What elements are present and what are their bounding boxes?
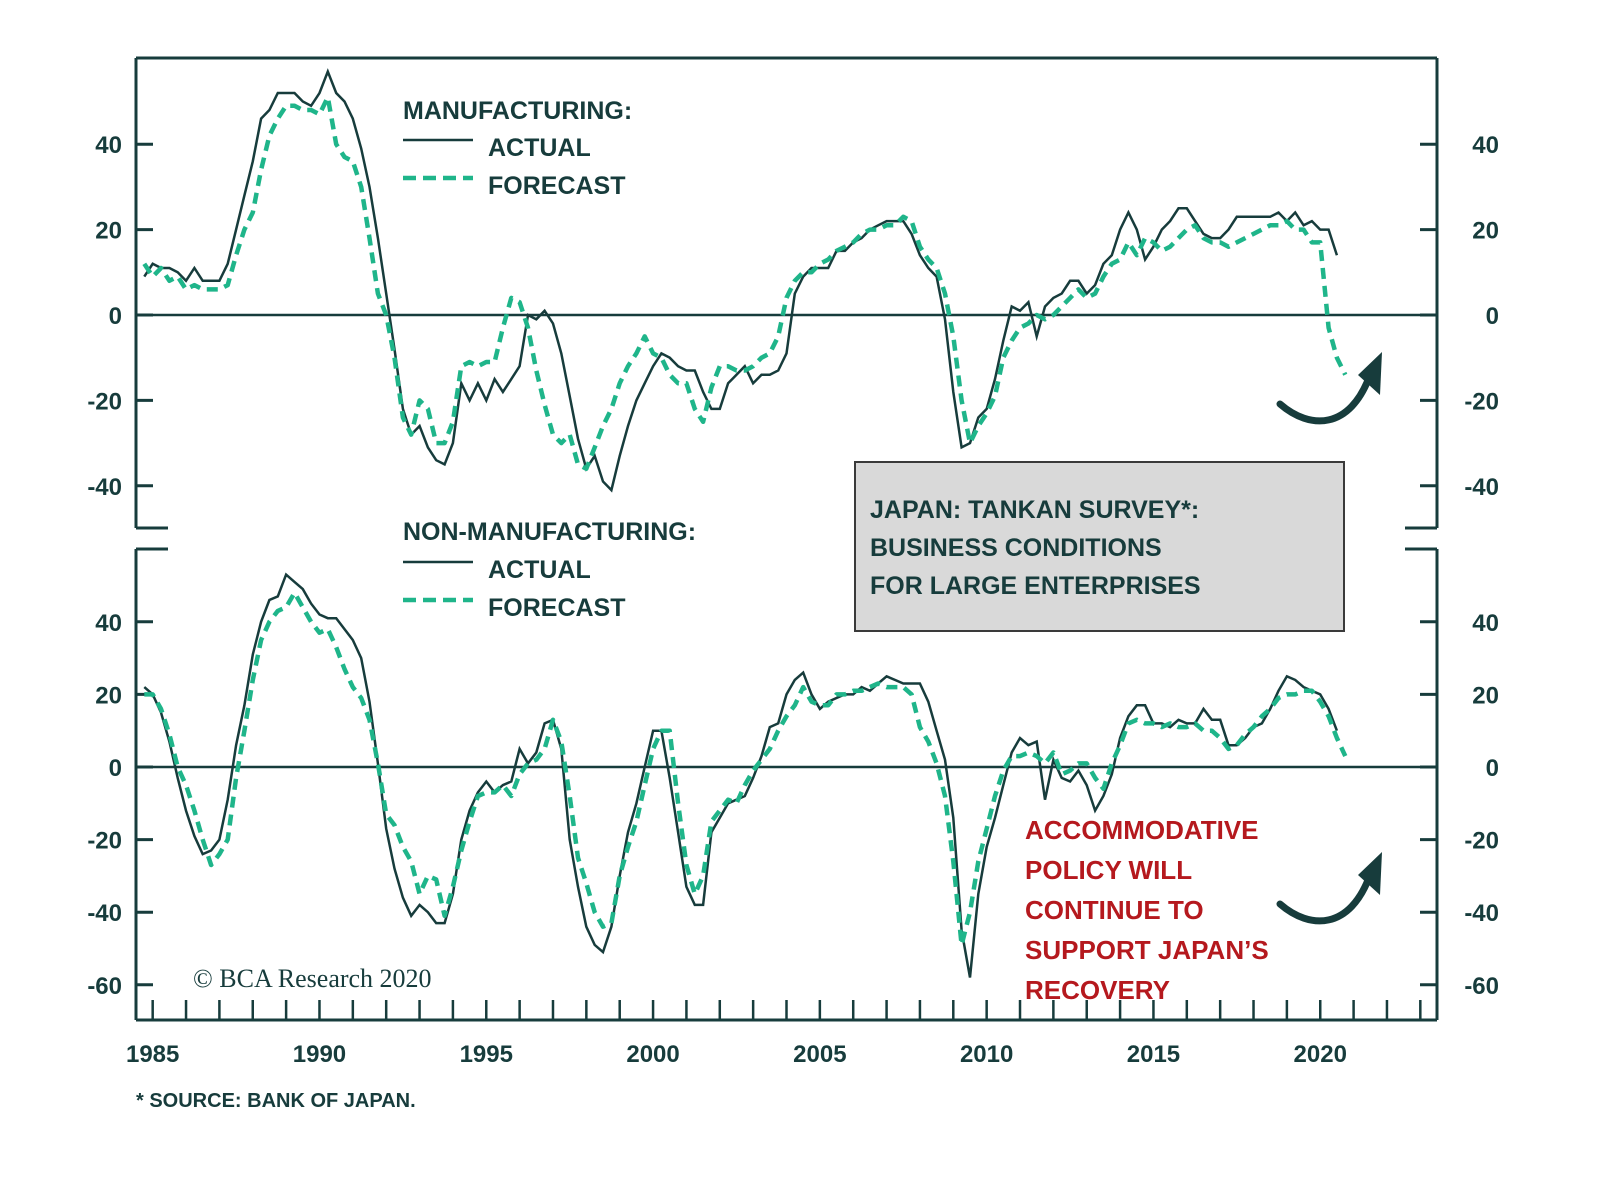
y-tick-label-right: 20 — [1472, 218, 1499, 245]
annotation-line-1: ACCOMMODATIVE — [1025, 815, 1259, 845]
recovery-arrow-top — [1276, 352, 1382, 425]
y-tick-label-left: 20 — [95, 682, 122, 709]
series-layer — [142, 68, 1348, 978]
source-note: * SOURCE: BANK OF JAPAN. — [136, 1090, 416, 1112]
x-tick-label: 2000 — [626, 1041, 679, 1068]
y-tick-label-left: -60 — [87, 973, 122, 1000]
x-tick-label: 1995 — [460, 1041, 513, 1068]
y-tick-label-left: -20 — [87, 828, 122, 855]
legend-title-manufacturing: MANUFACTURING: — [403, 97, 632, 125]
annotation-line-3: CONTINUE TO — [1025, 895, 1204, 925]
legend-label-forecast: FORECAST — [488, 172, 626, 200]
y-tick-label-right: -40 — [1464, 474, 1499, 501]
y-tick-label-left: -20 — [87, 388, 122, 415]
y-tick-label-right: -20 — [1464, 828, 1499, 855]
chart-title-line-1: JAPAN: TANKAN SURVEY*: — [870, 496, 1199, 524]
x-tick-label: 2005 — [793, 1041, 846, 1068]
policy-annotation: ACCOMMODATIVE POLICY WILL CONTINUE TO SU… — [1025, 815, 1269, 1005]
curved-arrow-icon — [1276, 871, 1374, 925]
curved-arrow-icon — [1276, 371, 1374, 425]
chart-title-line-3: FOR LARGE ENTERPRISES — [870, 572, 1201, 600]
x-tick-label: 1990 — [293, 1041, 346, 1068]
annotation-line-4: SUPPORT JAPAN’S — [1025, 935, 1269, 965]
y-tick-label-left: 40 — [95, 132, 122, 159]
x-tick-label: 1985 — [126, 1041, 179, 1068]
legend-label-forecast: FORECAST — [488, 594, 626, 622]
chart-title-line-2: BUSINESS CONDITIONS — [870, 534, 1162, 562]
title-box-background — [854, 461, 1345, 632]
y-tick-label-right: 20 — [1472, 682, 1499, 709]
x-tick-label: 2020 — [1294, 1041, 1347, 1068]
y-tick-label-right: -20 — [1464, 388, 1499, 415]
y-tick-label-right: -40 — [1464, 900, 1499, 927]
x-axis-ticks: 1985 1990 1995 2000 2005 2010 2015 2020 — [126, 1000, 1422, 1068]
copyright-text: © BCA Research 2020 — [193, 964, 432, 993]
title-box: JAPAN: TANKAN SURVEY*: BUSINESS CONDITIO… — [854, 461, 1345, 632]
y-tick-label-right: -60 — [1464, 973, 1499, 1000]
legend-label-actual: ACTUAL — [488, 134, 591, 162]
y-tick-label-right: 40 — [1472, 610, 1499, 637]
legend-title-non-manufacturing: NON-MANUFACTURING: — [403, 518, 696, 546]
y-tick-label-left: 40 — [95, 610, 122, 637]
legend-non-manufacturing: NON-MANUFACTURING: ACTUAL FORECAST — [403, 518, 696, 622]
zero-lines — [136, 313, 1437, 769]
manufacturing-forecast-line — [142, 94, 1348, 471]
annotation-line-2: POLICY WILL — [1025, 855, 1192, 885]
y-tick-label-right: 0 — [1486, 303, 1499, 330]
y-tick-label-right: 0 — [1486, 755, 1499, 782]
x-tick-label: 2010 — [960, 1041, 1013, 1068]
non-manufacturing-forecast-line — [144, 590, 1348, 948]
recovery-arrow-bottom — [1276, 852, 1382, 925]
manufacturing-actual-line — [143, 68, 1339, 493]
y-axis-ticks: -40 -40 -20 -20 0 0 20 20 40 40 -60 -60 -40 -40 -20 -20… — [87, 132, 1499, 1000]
arrowhead-icon — [1358, 852, 1382, 895]
y-tick-label-left: -40 — [87, 474, 122, 501]
legend-label-actual: ACTUAL — [488, 556, 591, 584]
y-tick-label-left: -40 — [87, 900, 122, 927]
legend-manufacturing: MANUFACTURING: ACTUAL FORECAST — [403, 97, 632, 200]
y-tick-label-right: 40 — [1472, 132, 1499, 159]
annotation-line-5: RECOVERY — [1025, 975, 1170, 1005]
x-tick-label: 2015 — [1127, 1041, 1180, 1068]
y-tick-label-left: 20 — [95, 218, 122, 245]
y-tick-label-left: 0 — [109, 303, 122, 330]
y-tick-label-left: 0 — [109, 755, 122, 782]
arrowhead-icon — [1358, 352, 1382, 395]
